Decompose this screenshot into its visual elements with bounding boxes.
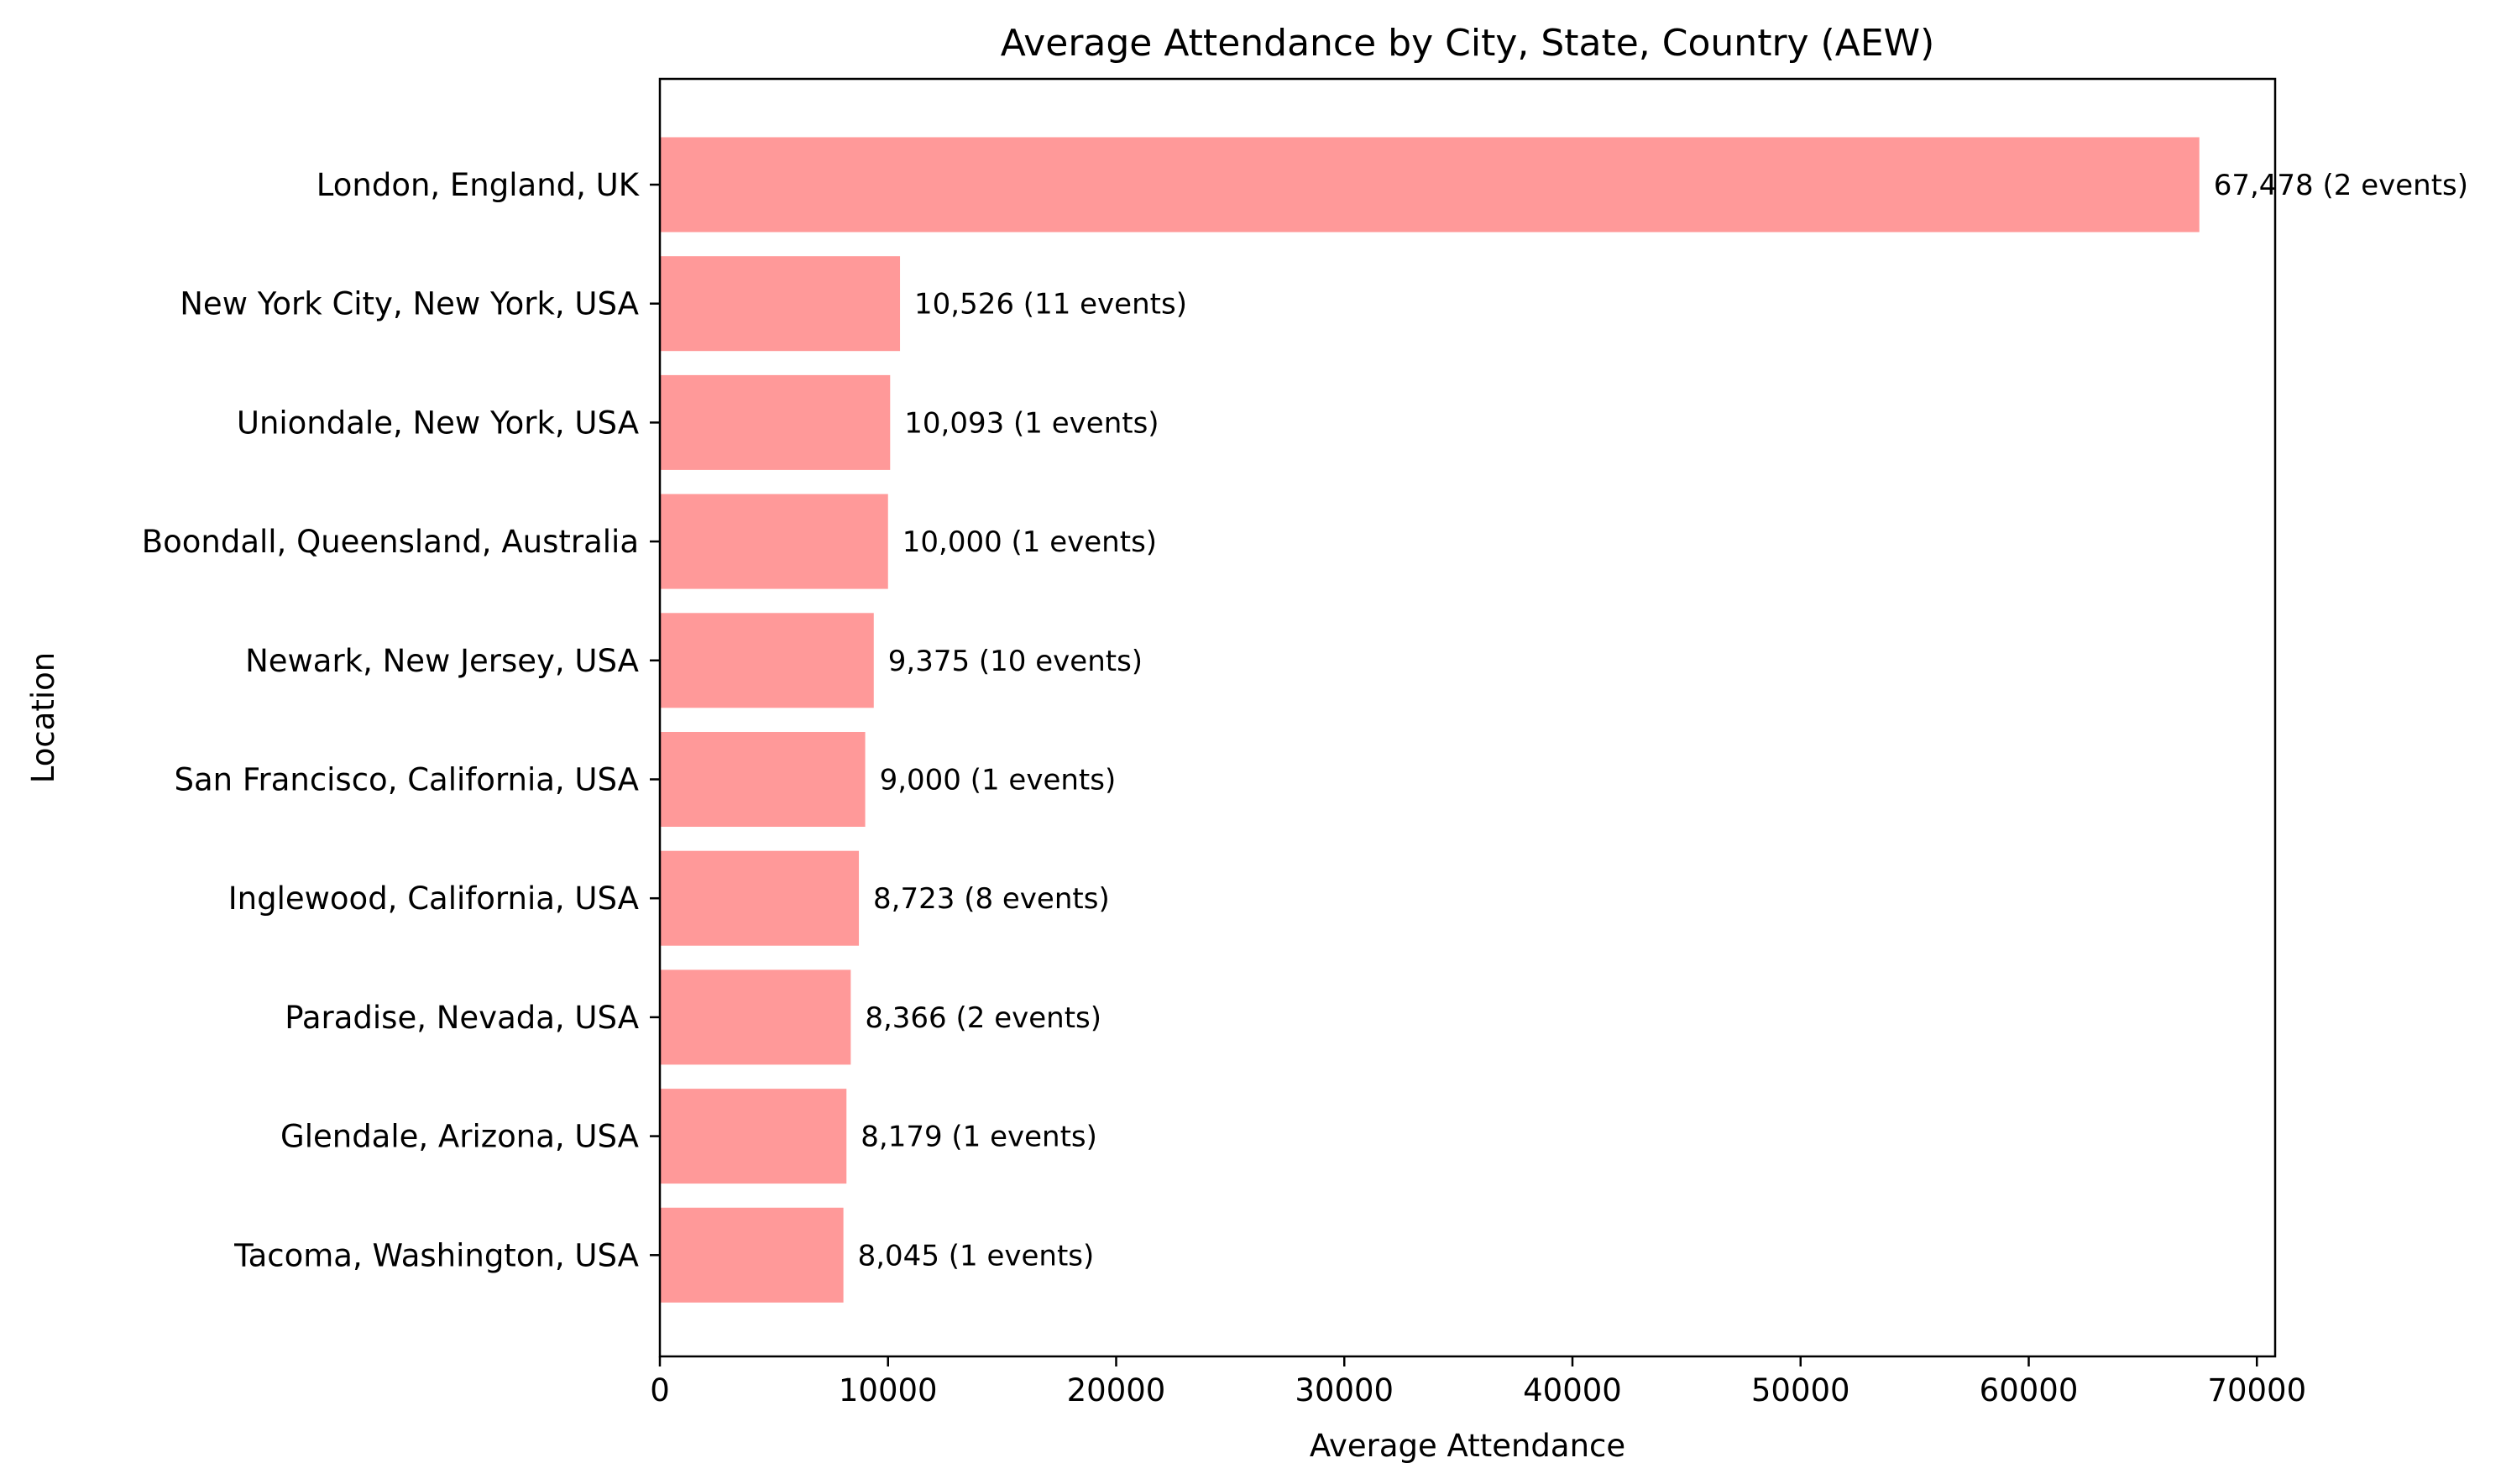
data-label-8: 8,179 (1 events) [861,1121,1097,1154]
x-tick-label-5: 50000 [1751,1372,1850,1408]
x-axis-label: Average Attendance [1310,1428,1625,1464]
y-tick-label-1: New York City, New York, USA [180,286,639,322]
bar-7 [660,969,851,1065]
data-label-4: 9,375 (10 events) [888,645,1143,678]
x-tick-label-0: 0 [650,1372,670,1408]
x-tick-label-1: 10000 [839,1372,938,1408]
x-tick-label-7: 70000 [2207,1372,2306,1408]
data-label-3: 10,000 (1 events) [902,525,1157,559]
data-label-9: 8,045 (1 events) [858,1239,1095,1272]
bar-3 [660,494,888,589]
ticks-layer: London, England, UK New York City, New Yo… [142,167,2306,1408]
y-tick-label-3: Boondall, Queensland, Australia [142,524,639,560]
bar-5 [660,732,866,827]
y-tick-label-5: San Francisco, California, USA [175,762,639,798]
bar-9 [660,1207,844,1303]
y-tick-label-7: Paradise, Nevada, USA [285,1000,639,1036]
x-tick-label-3: 30000 [1295,1372,1394,1408]
plot-frame [658,77,2277,1358]
bar-2 [660,374,891,470]
x-tick-label-4: 40000 [1523,1372,1622,1408]
data-label-7: 8,366 (2 events) [865,1001,1101,1035]
y-tick-label-4: Newark, New Jersey, USA [245,643,639,679]
bar-4 [660,613,874,708]
y-tick-label-9: Tacoma, Washington, USA [233,1237,639,1273]
bars-layer: 67,478 (2 events) 10,526 (11 events) 10,09… [660,137,2468,1303]
data-label-2: 10,093 (1 events) [904,406,1159,440]
data-label-1: 10,526 (11 events) [914,288,1187,321]
bar-6 [660,850,860,946]
bar-1 [660,256,901,352]
y-tick-label-2: Uniondale, New York, USA [237,405,639,441]
bar-0 [660,137,2200,233]
y-axis-label: Location [25,652,61,784]
bar-8 [660,1089,847,1184]
x-tick-label-6: 60000 [1980,1372,2079,1408]
data-label-6: 8,723 (8 events) [873,882,1110,916]
y-tick-label-8: Glendale, Arizona, USA [280,1119,639,1155]
chart-title: Average Attendance by City, State, Count… [1001,22,1935,65]
data-label-0: 67,478 (2 events) [2214,169,2468,202]
y-tick-label-0: London, England, UK [317,167,641,203]
y-tick-label-6: Inglewood, California, USA [228,880,639,917]
x-tick-label-2: 20000 [1067,1372,1166,1408]
data-label-5: 9,000 (1 events) [880,764,1117,797]
